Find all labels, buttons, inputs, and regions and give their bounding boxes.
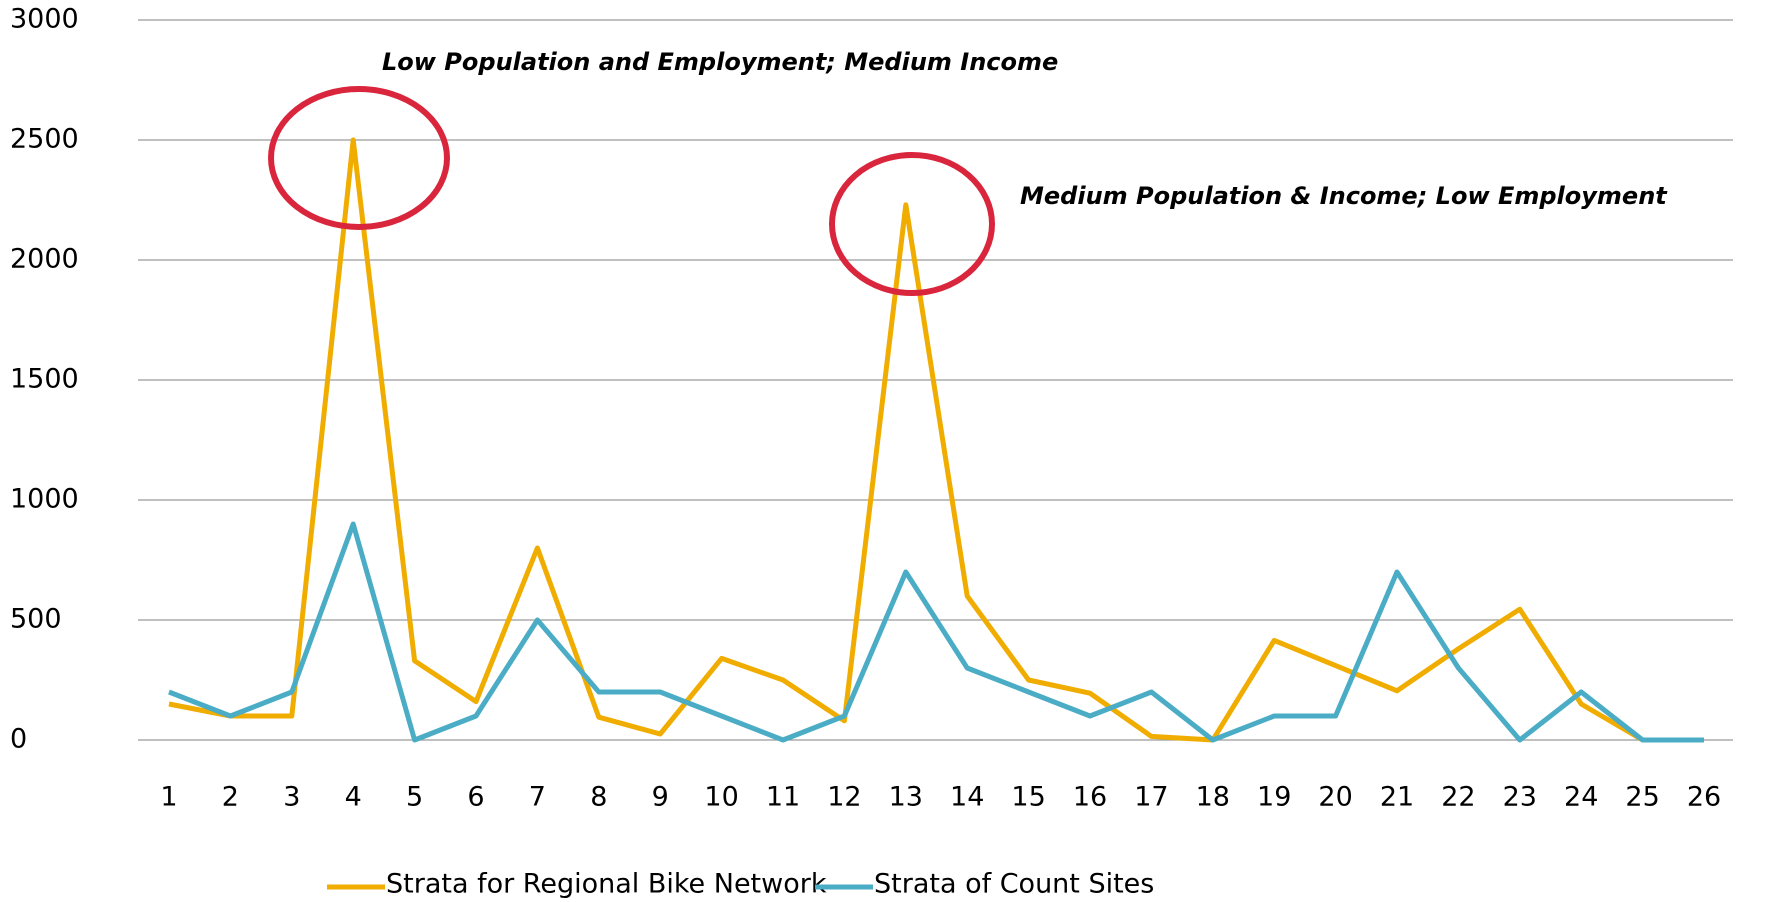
legend-label: Strata of Count Sites [874,869,1154,900]
y-tick-label: 3000 [10,4,79,35]
x-tick-label: 17 [1134,782,1168,813]
x-tick-label: 15 [1011,782,1045,813]
x-tick-label: 13 [889,782,923,813]
x-tick-label: 26 [1687,782,1721,813]
x-tick-label: 25 [1625,782,1659,813]
annotation: Low Population and Employment; Medium In… [382,48,1058,76]
series-line [168,137,1704,743]
x-tick-label: 23 [1503,782,1537,813]
x-tick-label: 12 [827,782,861,813]
y-tick-label: 1000 [10,484,79,515]
x-tick-label: 11 [766,782,800,813]
y-tick-label: 2500 [10,124,79,155]
highlight-circle [829,152,995,296]
x-tick-label: 24 [1564,782,1598,813]
x-tick-label: 14 [950,782,984,813]
x-tick-label: 8 [590,782,607,813]
x-tick-label: 22 [1441,782,1475,813]
legend-label: Strata for Regional Bike Network [386,869,827,900]
x-tick-label: 9 [652,782,669,813]
x-tick-label: 21 [1380,782,1414,813]
series-line [168,521,1704,743]
x-tick-label: 4 [345,782,362,813]
x-tick-label: 20 [1318,782,1352,813]
y-tick-label: 500 [10,604,62,635]
highlight-circle [268,86,450,230]
x-tick-label: 6 [467,782,484,813]
y-tick-label: 0 [10,724,27,755]
x-tick-label: 10 [704,782,738,813]
x-tick-label: 5 [406,782,423,813]
x-tick-label: 2 [222,782,239,813]
y-tick-label: 1500 [10,364,79,395]
annotation: Medium Population & Income; Low Employme… [1020,182,1668,210]
x-tick-label: 1 [160,782,177,813]
x-tick-label: 16 [1073,782,1107,813]
x-tick-label: 7 [529,782,546,813]
x-tick-label: 3 [283,782,300,813]
x-tick-label: 19 [1257,782,1291,813]
x-tick-label: 18 [1196,782,1230,813]
y-tick-label: 2000 [10,244,79,275]
